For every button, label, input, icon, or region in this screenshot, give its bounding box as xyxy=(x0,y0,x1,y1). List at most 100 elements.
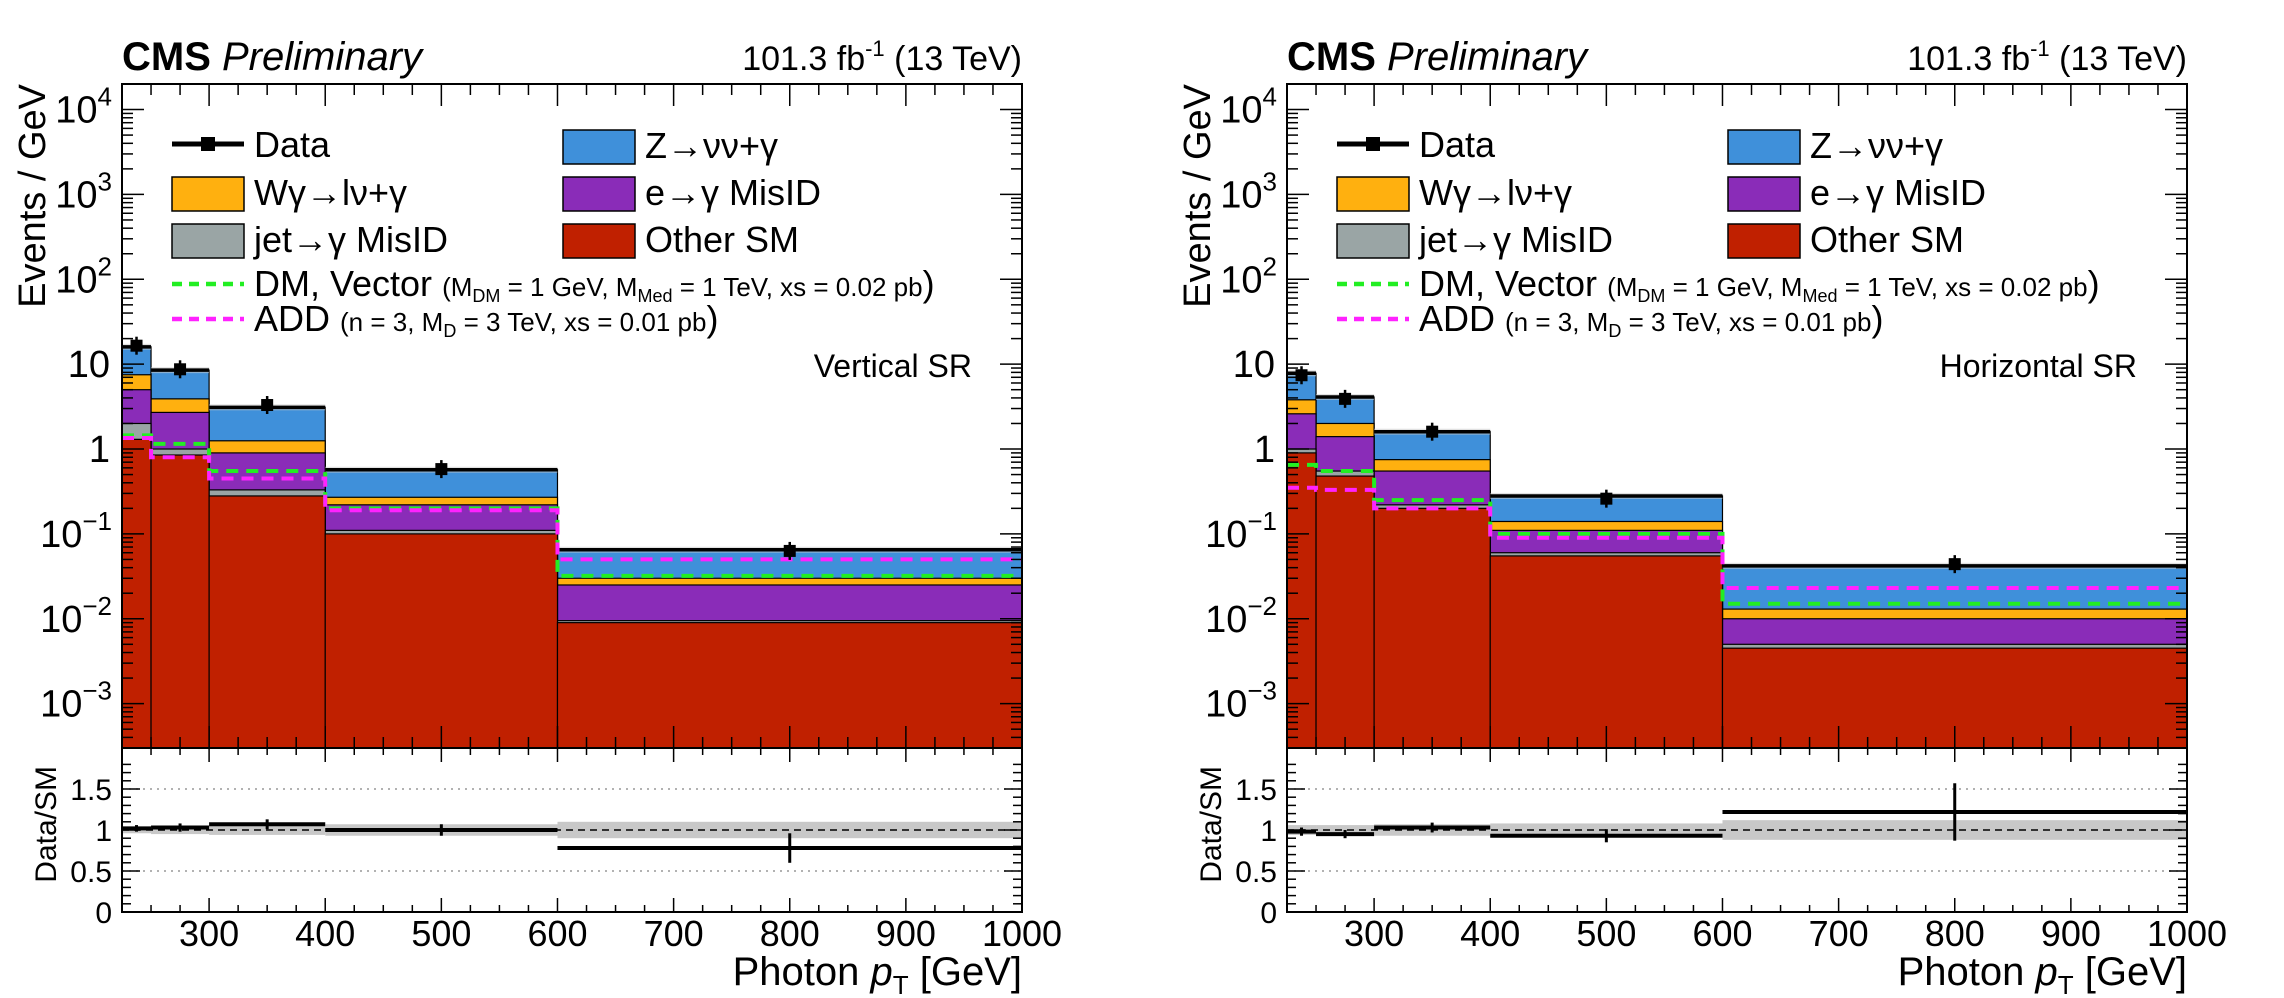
y-tick-exponent: −2 xyxy=(1247,591,1277,621)
legend-add-label: ADD (n = 3, MD = 3 TeV, xs = 0.01 pb) xyxy=(254,298,718,341)
legend-add-close: ) xyxy=(1871,298,1883,339)
y-tick-label: 10−1 xyxy=(40,506,112,556)
x-tick-label: 900 xyxy=(2041,913,2101,954)
add-signal-line xyxy=(122,435,1022,562)
data-point xyxy=(1295,369,1308,382)
y-tick-base: 10 xyxy=(40,599,82,641)
add-signal-line xyxy=(1287,485,2187,591)
y-tick-exponent: −3 xyxy=(82,676,112,706)
y-tick-base: 10 xyxy=(55,174,97,216)
legend-dm-label: DM, Vector (MDM = 1 GeV, MMed = 1 TeV, x… xyxy=(254,263,935,306)
region-label: Horizontal SR xyxy=(1940,348,2137,384)
x-tick-label: 300 xyxy=(179,913,239,954)
legend-add-sub: D xyxy=(1608,321,1621,341)
x-tick-label: 1000 xyxy=(982,913,1062,954)
y-tick-exponent: 3 xyxy=(1263,166,1277,196)
x-axis-label-var: p xyxy=(2034,950,2057,994)
experiment-name: CMS xyxy=(122,35,211,79)
x-axis-label-sub: T xyxy=(893,970,909,998)
y-tick-label: 1 xyxy=(1254,429,1275,471)
ratio-y-tick-label: 0.5 xyxy=(1235,856,1277,889)
y-tick-exponent: 4 xyxy=(98,82,112,112)
ratio-y-tick-label: 1.5 xyxy=(1235,774,1277,807)
y-tick-label: 10−2 xyxy=(40,591,112,641)
y-tick-base: 10 xyxy=(1220,174,1262,216)
main-plot-area xyxy=(1287,366,2187,748)
experiment-status: Preliminary xyxy=(211,35,425,79)
legend-add-close: ) xyxy=(706,298,718,339)
ratio-y-axis-label: Data/SM xyxy=(30,766,63,883)
x-tick-label: 800 xyxy=(1925,913,1985,954)
y-tick-label: 104 xyxy=(1220,82,1277,132)
y-tick-base: 10 xyxy=(1205,514,1247,556)
legend-e-misid-label: e→γ MisID xyxy=(1810,172,1986,213)
legend-dm-label: DM, Vector (MDM = 1 GeV, MMed = 1 TeV, x… xyxy=(1419,263,2100,306)
main-plot-area xyxy=(122,336,1022,748)
y-tick-label: 1 xyxy=(89,429,110,471)
ratio-y-tick-label: 1 xyxy=(1260,815,1277,848)
y-tick-base: 10 xyxy=(40,684,82,726)
y-tick-label: 10 xyxy=(68,344,110,386)
data-point xyxy=(130,339,143,352)
legend-dm-mid: = 1 GeV, M xyxy=(1665,272,1802,302)
legend-dm-sub: Med xyxy=(637,286,672,306)
y-tick-base: 10 xyxy=(55,90,97,132)
legend-dm-detail: (M xyxy=(442,272,472,302)
ratio-y-tick-label: 0 xyxy=(95,897,112,930)
x-tick-label: 900 xyxy=(876,913,936,954)
ratio-y-tick-label: 0 xyxy=(1260,897,1277,930)
legend-znunu-gamma-label: Z→νν+γ xyxy=(1810,125,1943,166)
legend-add-tail: = 3 TeV, xs = 0.01 pb xyxy=(456,307,706,337)
legend-e-misid-label: e→γ MisID xyxy=(645,172,821,213)
ratio-y-tick-label: 1 xyxy=(95,815,112,848)
y-tick-exponent: 2 xyxy=(98,251,112,281)
y-tick-label: 10 xyxy=(1233,344,1275,386)
y-tick-label: 103 xyxy=(1220,166,1277,216)
legend-add-detail: (n = 3, M xyxy=(340,307,443,337)
legend-jet-misid-label: jet→γ MisID xyxy=(1418,219,1613,260)
y-tick-exponent: 3 xyxy=(98,166,112,196)
x-tick-label: 700 xyxy=(644,913,704,954)
data-point xyxy=(1948,558,1961,571)
bar-other-sm xyxy=(1373,507,1491,748)
x-tick-label: 800 xyxy=(760,913,820,954)
legend-add-label: ADD (n = 3, MD = 3 TeV, xs = 0.01 pb) xyxy=(1419,298,1883,341)
legend-wgamma-label: Wγ→lν+γ xyxy=(1419,172,1572,213)
y-tick-base: 10 xyxy=(40,514,82,556)
luminosity-sup: -1 xyxy=(2030,36,2050,61)
legend-add-sub: D xyxy=(443,321,456,341)
ratio-plot-area xyxy=(122,788,1022,872)
legend-data-marker xyxy=(1366,137,1380,151)
data-point xyxy=(174,363,187,376)
x-tick-label: 1000 xyxy=(2147,913,2227,954)
y-tick-exponent: −1 xyxy=(82,506,112,536)
legend-add-main: ADD xyxy=(1419,298,1505,339)
experiment-label: CMS Preliminary xyxy=(122,35,425,79)
x-tick-label: 400 xyxy=(295,913,355,954)
legend-add-tail: = 3 TeV, xs = 0.01 pb xyxy=(1621,307,1871,337)
y-tick-base: 10 xyxy=(1220,90,1262,132)
y-tick-label: 104 xyxy=(55,82,112,132)
data-point xyxy=(1339,392,1352,405)
luminosity-value: 101.3 fb xyxy=(1907,40,2030,78)
bar-other-sm xyxy=(1489,555,1724,748)
bar-other-sm xyxy=(1287,452,1317,748)
legend-add-main: ADD xyxy=(254,298,340,339)
legend-znunu-gamma-label: Z→νν+γ xyxy=(645,125,778,166)
legend-wgamma-swatch xyxy=(171,176,245,212)
x-axis-label: Photon pT [GeV] xyxy=(1898,950,2187,998)
experiment-label: CMS Preliminary xyxy=(1287,35,1590,79)
luminosity-value: 101.3 fb xyxy=(742,40,865,78)
legend: Data Wγ→lν+γ jet→γ MisID Z→νν+γ e→γ MisID Oth… xyxy=(171,124,935,341)
x-tick-label: 700 xyxy=(1809,913,1869,954)
y-tick-base: 10 xyxy=(1220,259,1262,301)
y-tick-exponent: −1 xyxy=(1247,506,1277,536)
y-axis-label: Events / GeV xyxy=(1177,83,1219,308)
y-tick-label: 10−3 xyxy=(40,676,112,726)
region-label: Vertical SR xyxy=(814,348,972,384)
legend-dm-close: ) xyxy=(2088,263,2100,304)
legend-dm-tail: = 1 TeV, xs = 0.02 pb xyxy=(672,272,922,302)
